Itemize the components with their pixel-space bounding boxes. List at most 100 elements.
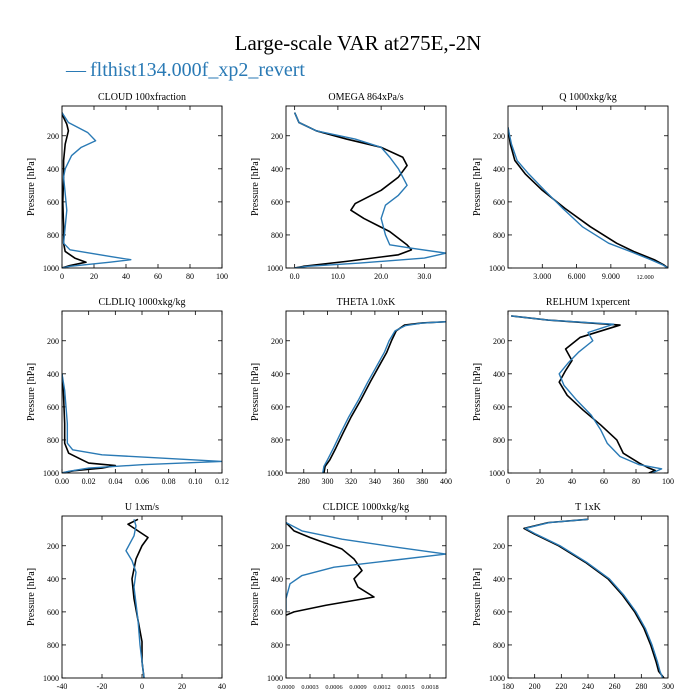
- plot-frame: [507, 310, 669, 474]
- panel-title: RELHUM 1xpercent: [546, 297, 630, 308]
- series-line-experiment: [524, 518, 664, 678]
- y-tick-label: 1000: [267, 264, 283, 273]
- y-tick-label: 200: [47, 542, 59, 551]
- x-tick-label: 12.000: [636, 274, 653, 281]
- series-line-reference: [62, 373, 117, 473]
- x-tick-label: 3.000: [533, 272, 551, 281]
- plot-frame: [61, 105, 223, 269]
- y-tick-label: 400: [493, 575, 505, 584]
- panel-title: CLDICE 1000xkg/kg: [323, 502, 409, 513]
- x-tick-label: 0.08: [162, 477, 176, 486]
- series-line-reference: [286, 522, 375, 616]
- y-tick-label: 400: [271, 165, 283, 174]
- y-tick-label: 800: [493, 231, 505, 240]
- x-tick-label: 0.0000: [277, 684, 294, 691]
- y-tick-label: 400: [47, 370, 59, 379]
- y-axis-label: Pressure [hPa]: [250, 363, 261, 421]
- x-tick-label: 0.0012: [373, 684, 390, 691]
- y-tick-label: 1000: [489, 469, 505, 478]
- series-line-reference: [511, 315, 656, 473]
- y-tick-label: 200: [493, 132, 505, 141]
- series-line-reference: [293, 112, 413, 268]
- figure-title: Large-scale VAR at275E,-2N: [235, 31, 482, 55]
- series-line-reference: [62, 112, 87, 268]
- panel-3: CLDLIQ 1000xkg/kg Pressure [hPa] 200 400 600…: [26, 297, 229, 486]
- y-tick-label: 800: [47, 641, 59, 650]
- plot-frame: [507, 515, 669, 679]
- y-tick-label: 1000: [43, 674, 59, 683]
- y-axis-label: Pressure [hPa]: [472, 158, 483, 216]
- y-axis-label: Pressure [hPa]: [26, 158, 37, 216]
- series-line-experiment: [322, 321, 446, 473]
- x-tick-label: 0.0: [290, 272, 300, 281]
- x-tick-label: 300: [662, 682, 674, 691]
- y-tick-label: 200: [47, 132, 59, 141]
- x-tick-label: 0.02: [82, 477, 96, 486]
- y-tick-label: 1000: [489, 674, 505, 683]
- x-tick-label: 280: [635, 682, 647, 691]
- legend-entry-label: flthist134.000f_xp2_revert: [90, 59, 305, 81]
- x-tick-label: 360: [393, 477, 405, 486]
- x-tick-label: 0.0018: [421, 684, 438, 691]
- y-tick-label: 600: [47, 608, 59, 617]
- y-tick-label: 600: [271, 198, 283, 207]
- y-tick-label: 800: [271, 231, 283, 240]
- y-tick-label: 400: [493, 370, 505, 379]
- y-tick-label: 800: [47, 231, 59, 240]
- legend: — flthist134.000f_xp2_revert: [65, 59, 305, 81]
- x-tick-label: 260: [609, 682, 621, 691]
- y-tick-label: 1000: [43, 264, 59, 273]
- x-tick-label: 80: [186, 272, 194, 281]
- y-tick-label: 800: [271, 641, 283, 650]
- series-line-experiment: [62, 112, 132, 268]
- x-tick-label: 340: [369, 477, 381, 486]
- x-tick-label: 320: [345, 477, 357, 486]
- y-tick-label: 400: [493, 165, 505, 174]
- x-tick-label: 0.0006: [325, 684, 342, 691]
- x-tick-label: 10.0: [331, 272, 345, 281]
- panel-title: Q 1000xkg/kg: [559, 92, 617, 103]
- x-tick-label: -20: [97, 682, 108, 691]
- x-tick-label: 0: [60, 272, 64, 281]
- x-tick-label: 180: [502, 682, 514, 691]
- x-tick-label: 40: [122, 272, 130, 281]
- plot-frame: [285, 105, 447, 269]
- x-tick-label: -40: [57, 682, 68, 691]
- x-tick-label: 60: [600, 477, 608, 486]
- panel-title: CLOUD 100xfraction: [98, 92, 186, 103]
- x-tick-label: 200: [529, 682, 541, 691]
- series-line-experiment: [511, 315, 663, 473]
- y-tick-label: 600: [271, 608, 283, 617]
- x-tick-label: 0: [140, 682, 144, 691]
- x-tick-label: 0.0003: [301, 684, 318, 691]
- x-tick-label: 20.0: [374, 272, 388, 281]
- series-line-experiment: [286, 521, 446, 612]
- y-tick-label: 1000: [267, 674, 283, 683]
- series-line-reference: [523, 518, 665, 678]
- y-tick-label: 600: [47, 403, 59, 412]
- y-axis-label: Pressure [hPa]: [472, 363, 483, 421]
- panel-2: Q 1000xkg/kg Pressure [hPa] 200 400 600 800 10…: [472, 92, 669, 281]
- y-axis-label: Pressure [hPa]: [250, 568, 261, 626]
- panel-4: THETA 1.0xK Pressure [hPa] 200 400 600 800 100…: [250, 297, 452, 486]
- y-tick-label: 600: [493, 198, 505, 207]
- panel-7: CLDICE 1000xkg/kg Pressure [hPa] 200 400 600…: [250, 502, 447, 691]
- series-line-experiment: [294, 112, 446, 268]
- plot-frame: [507, 105, 669, 269]
- y-tick-label: 600: [493, 403, 505, 412]
- y-axis-label: Pressure [hPa]: [472, 568, 483, 626]
- x-tick-label: 280: [298, 477, 310, 486]
- y-tick-label: 600: [271, 403, 283, 412]
- x-tick-label: 80: [632, 477, 640, 486]
- series-line-reference: [127, 518, 149, 678]
- x-tick-label: 0.04: [108, 477, 122, 486]
- y-tick-label: 200: [47, 337, 59, 346]
- x-tick-label: 30.0: [417, 272, 431, 281]
- x-tick-label: 0.06: [135, 477, 149, 486]
- y-tick-label: 400: [47, 575, 59, 584]
- x-tick-label: 100: [662, 477, 674, 486]
- series-line-experiment: [125, 519, 145, 678]
